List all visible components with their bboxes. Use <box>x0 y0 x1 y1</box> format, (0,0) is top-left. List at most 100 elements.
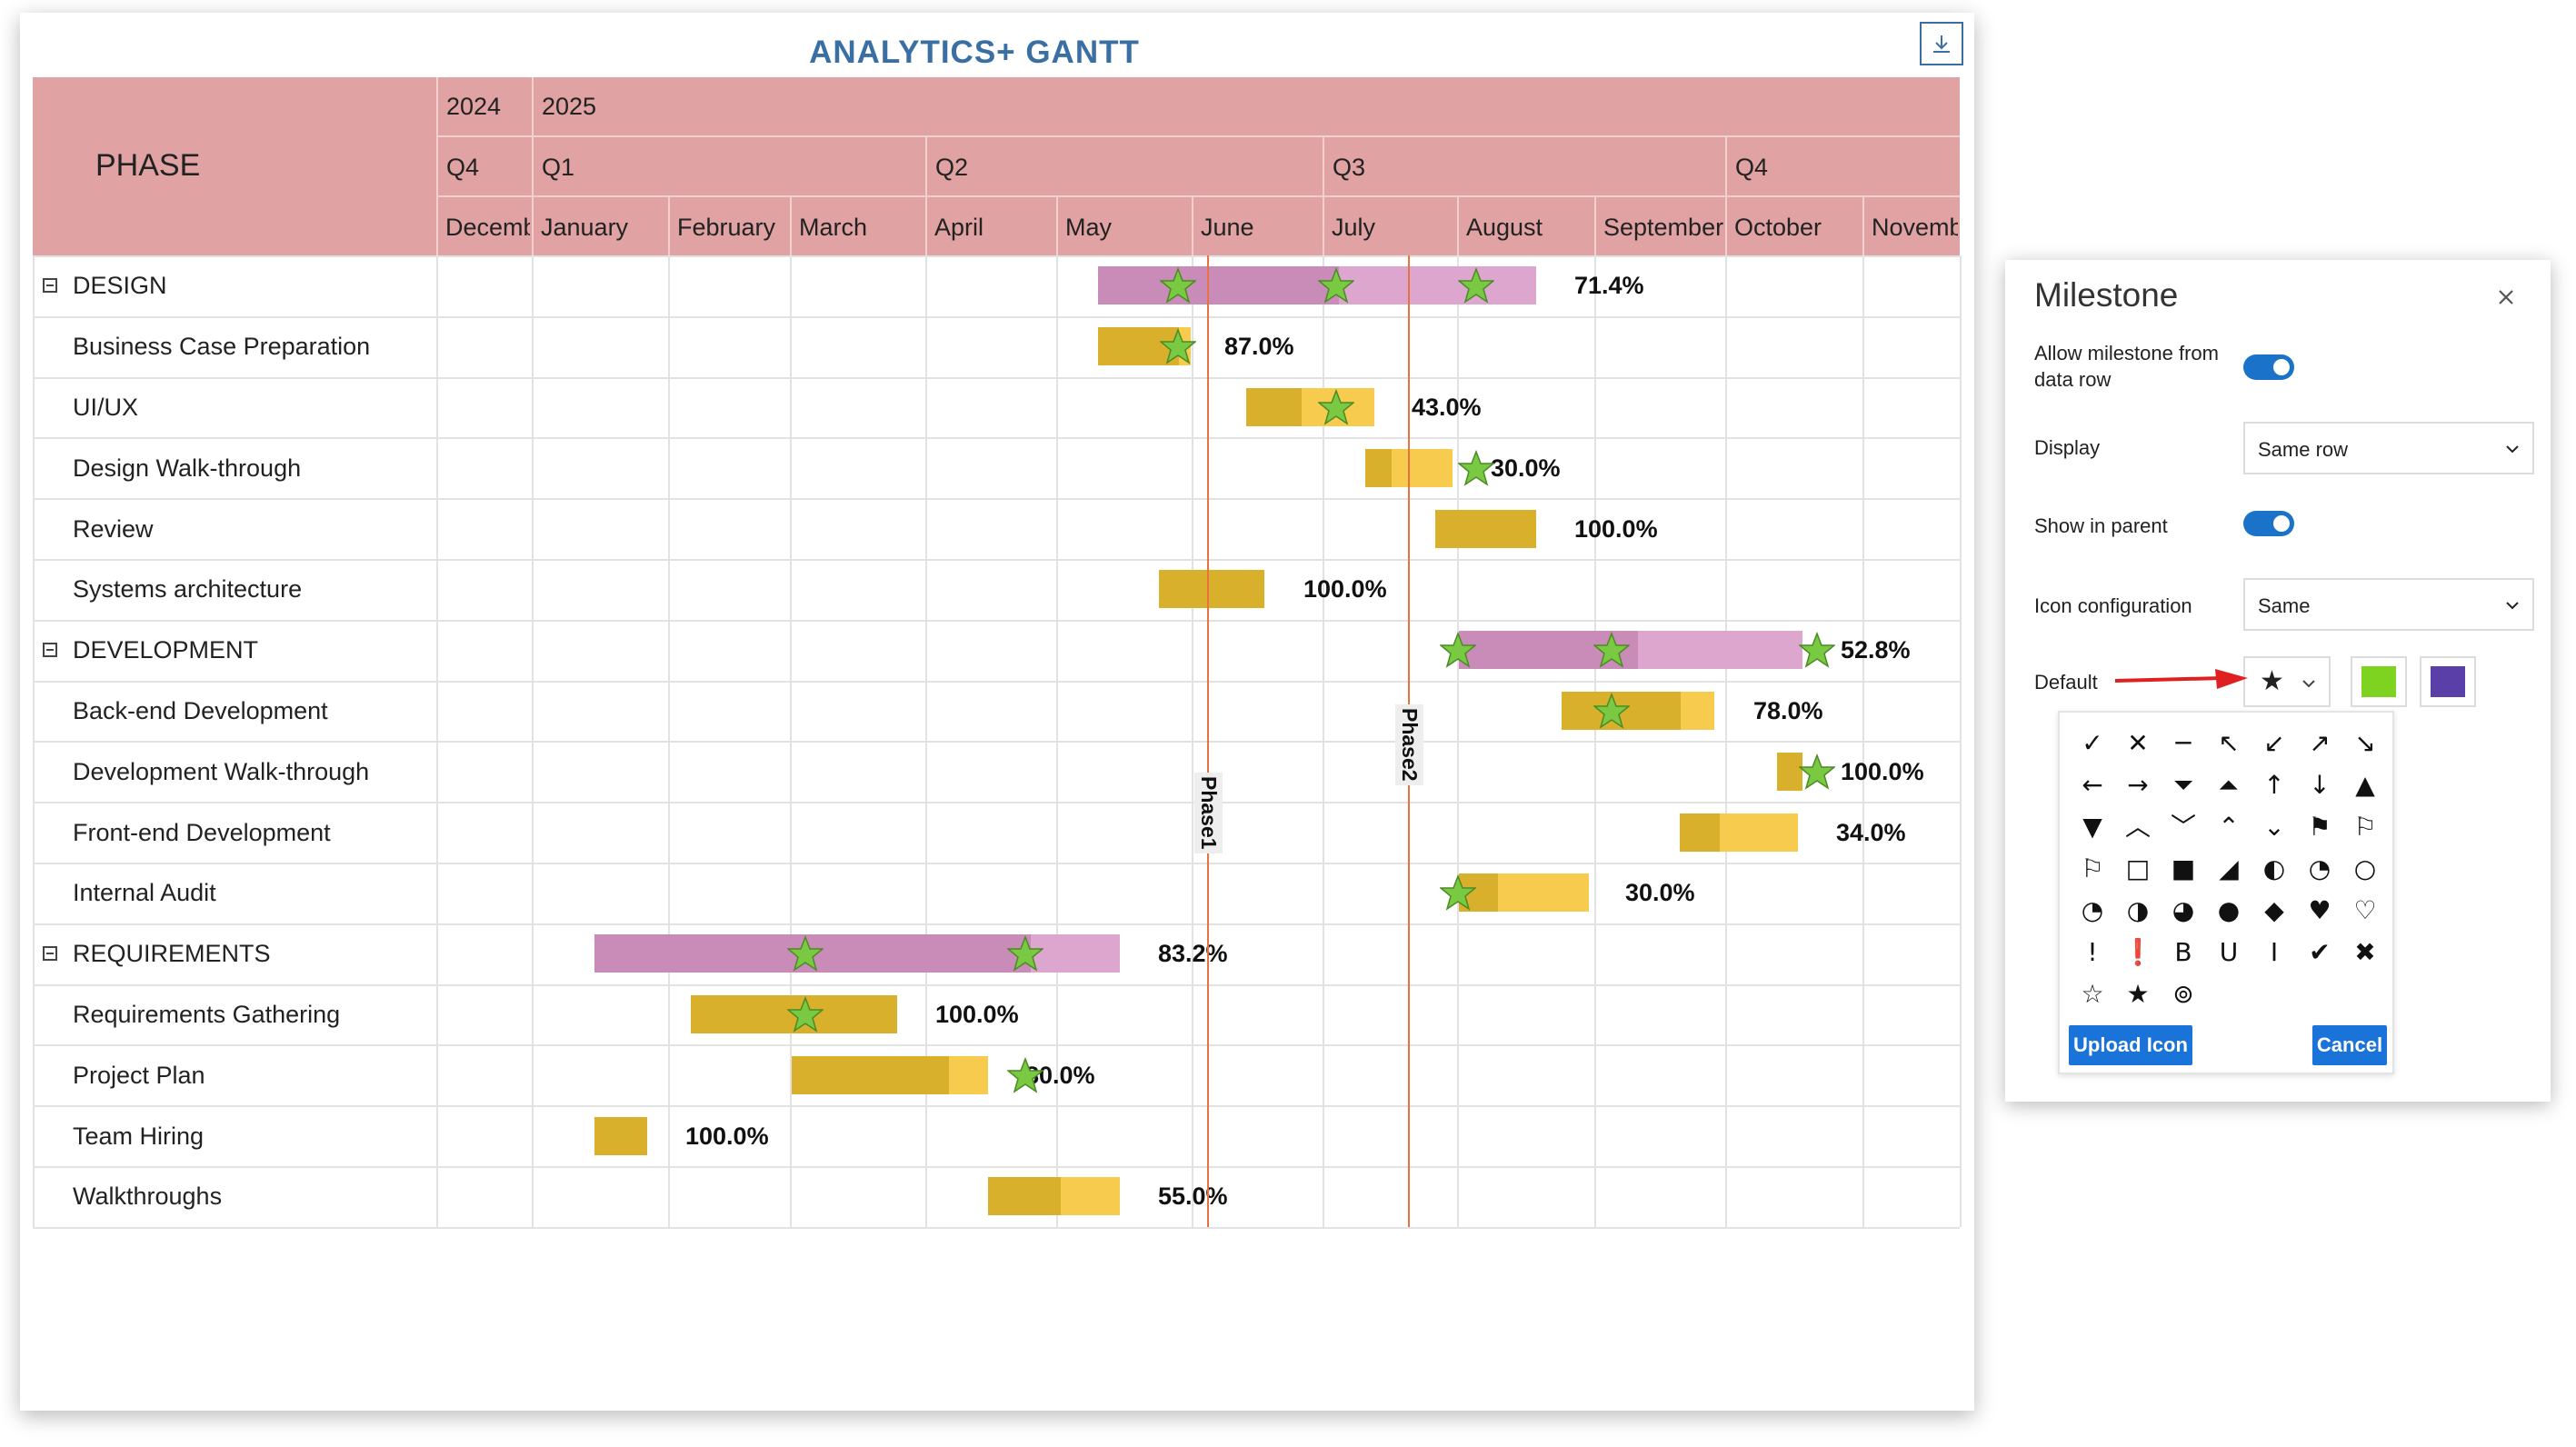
group-bar[interactable] <box>1459 631 1802 670</box>
grid-line <box>33 984 1960 986</box>
picker-icon-option[interactable]: ◑ <box>2126 895 2150 925</box>
upload-icon-button[interactable]: Upload Icon <box>2069 1025 2192 1065</box>
task-bar[interactable] <box>1159 570 1264 609</box>
picker-icon-option[interactable]: ○ <box>2353 853 2377 883</box>
picker-icon-option[interactable]: ︿ <box>2124 812 2151 842</box>
milestone-star-icon[interactable] <box>1005 935 1045 972</box>
picker-icon-option[interactable]: □ <box>2125 853 2151 883</box>
picker-icon-option[interactable]: ◢ <box>2219 853 2239 883</box>
picker-icon-option[interactable]: ↗ <box>2309 728 2331 758</box>
gantt-header <box>33 77 1960 255</box>
milestone-star-icon[interactable] <box>785 995 825 1033</box>
milestone-star-icon[interactable] <box>1456 267 1496 304</box>
header-divider <box>1323 135 1324 195</box>
picker-icon-option[interactable]: ⌄ <box>2263 812 2285 842</box>
picker-icon-option[interactable]: ↖ <box>2218 728 2240 758</box>
picker-icon-option[interactable]: ⊚ <box>2172 979 2194 1009</box>
milestone-star-icon[interactable] <box>1797 632 1837 668</box>
milestone-star-icon[interactable] <box>1316 267 1356 304</box>
picker-icon-option[interactable]: ● <box>2217 895 2241 925</box>
show-in-parent-toggle[interactable] <box>2243 511 2294 536</box>
picker-icon-option[interactable]: ◆ <box>2264 895 2284 925</box>
picker-icon-option[interactable]: ■ <box>2171 853 2196 883</box>
picker-icon-option[interactable]: ✓ <box>2082 728 2103 758</box>
collapse-icon[interactable] <box>43 643 57 658</box>
milestone-star-icon[interactable] <box>1158 328 1198 364</box>
milestone-border-color-picker[interactable] <box>2420 656 2476 707</box>
picker-icon-option[interactable]: ★ <box>2126 979 2150 1009</box>
milestone-star-icon[interactable] <box>1438 632 1478 668</box>
picker-icon-option[interactable]: ⚐ <box>2353 812 2377 842</box>
milestone-star-icon[interactable] <box>1592 632 1632 668</box>
picker-icon-option[interactable]: → <box>2127 770 2149 800</box>
task-label: Business Case Preparation <box>73 333 371 361</box>
picker-icon-option[interactable]: ❗ <box>2122 937 2154 967</box>
close-icon[interactable] <box>2492 284 2520 311</box>
picker-icon-option[interactable]: ✕ <box>2127 728 2149 758</box>
picker-icon-option[interactable]: ↓ <box>2309 770 2331 800</box>
milestone-star-icon[interactable] <box>1797 753 1837 790</box>
milestone-star-icon[interactable] <box>1456 449 1496 486</box>
milestone-color-picker[interactable] <box>2351 656 2407 707</box>
picker-icon-option[interactable]: ← <box>2082 770 2103 800</box>
task-bar[interactable] <box>1246 388 1374 426</box>
task-bar[interactable] <box>1777 752 1802 791</box>
picker-icon-option[interactable]: ⌃ <box>2218 812 2240 842</box>
picker-icon-option[interactable]: ▲ <box>2355 770 2375 800</box>
allow-milestone-toggle[interactable] <box>2243 354 2294 380</box>
task-bar[interactable] <box>1680 813 1798 852</box>
display-select[interactable]: Same row <box>2243 422 2534 474</box>
quarter-label: Q1 <box>542 154 575 181</box>
picker-icon-option[interactable]: I <box>2270 937 2279 967</box>
milestone-star-icon[interactable] <box>1005 1056 1045 1093</box>
picker-icon-option[interactable]: ! <box>2087 937 2098 967</box>
grid-line <box>33 1166 1960 1168</box>
picker-icon-option[interactable]: ⚐ <box>2081 853 2104 883</box>
picker-icon-option[interactable]: ▼ <box>2082 812 2102 842</box>
picker-icon-option[interactable]: ↙ <box>2263 728 2285 758</box>
picker-icon-option[interactable]: ﹀ <box>2170 812 2196 842</box>
picker-icon-option[interactable]: ⏶ <box>2218 770 2240 800</box>
picker-icon-option[interactable]: ↘ <box>2354 728 2376 758</box>
milestone-star-icon[interactable] <box>1158 267 1198 304</box>
picker-icon-option[interactable]: ⏷ <box>2172 770 2194 800</box>
cancel-button[interactable]: Cancel <box>2312 1025 2387 1065</box>
task-label: Review <box>73 514 154 543</box>
picker-icon-option[interactable]: ◕ <box>2172 895 2195 925</box>
grid-line <box>33 741 1960 743</box>
picker-icon-option[interactable]: ◐ <box>2262 853 2286 883</box>
icon-config-select[interactable]: Same <box>2243 578 2534 631</box>
task-label: Team Hiring <box>73 1122 205 1150</box>
task-bar[interactable] <box>1562 692 1714 730</box>
month-label: Decemb <box>445 214 530 241</box>
milestone-star-icon[interactable] <box>785 935 825 972</box>
picker-icon-option[interactable]: ⚑ <box>2308 812 2331 842</box>
task-bar[interactable] <box>594 1116 647 1155</box>
export-button[interactable] <box>1920 22 1963 65</box>
month-label: May <box>1065 214 1113 241</box>
picker-icon-option[interactable]: ♡ <box>2353 895 2377 925</box>
percent-label: 78.0% <box>1753 697 1823 724</box>
month-label: August <box>1466 214 1543 241</box>
milestone-star-icon[interactable] <box>1316 388 1356 425</box>
task-bar[interactable] <box>988 1177 1120 1216</box>
default-icon-select[interactable]: ★ <box>2243 656 2331 707</box>
picker-icon-option[interactable]: B <box>2174 937 2192 967</box>
picker-icon-option[interactable]: ─ <box>2175 728 2192 758</box>
task-bar[interactable] <box>1459 873 1589 913</box>
picker-icon-option[interactable]: U <box>2219 937 2239 967</box>
picker-icon-option[interactable]: ◔ <box>2081 895 2104 925</box>
picker-icon-option[interactable]: ↑ <box>2263 770 2285 800</box>
milestone-star-icon[interactable] <box>1592 692 1632 729</box>
picker-icon-option[interactable]: ✔ <box>2309 937 2331 967</box>
picker-icon-option[interactable]: ♥ <box>2308 895 2331 925</box>
picker-icon-option[interactable]: ✖ <box>2354 937 2376 967</box>
task-bar[interactable] <box>1435 509 1536 548</box>
task-bar[interactable] <box>792 1055 988 1094</box>
picker-icon-option[interactable]: ◔ <box>2308 853 2331 883</box>
collapse-icon[interactable] <box>43 946 57 962</box>
milestone-star-icon[interactable] <box>1438 874 1478 912</box>
picker-icon-option[interactable]: ☆ <box>2081 979 2104 1009</box>
collapse-icon[interactable] <box>43 278 57 294</box>
percent-label: 43.0% <box>1412 394 1482 421</box>
